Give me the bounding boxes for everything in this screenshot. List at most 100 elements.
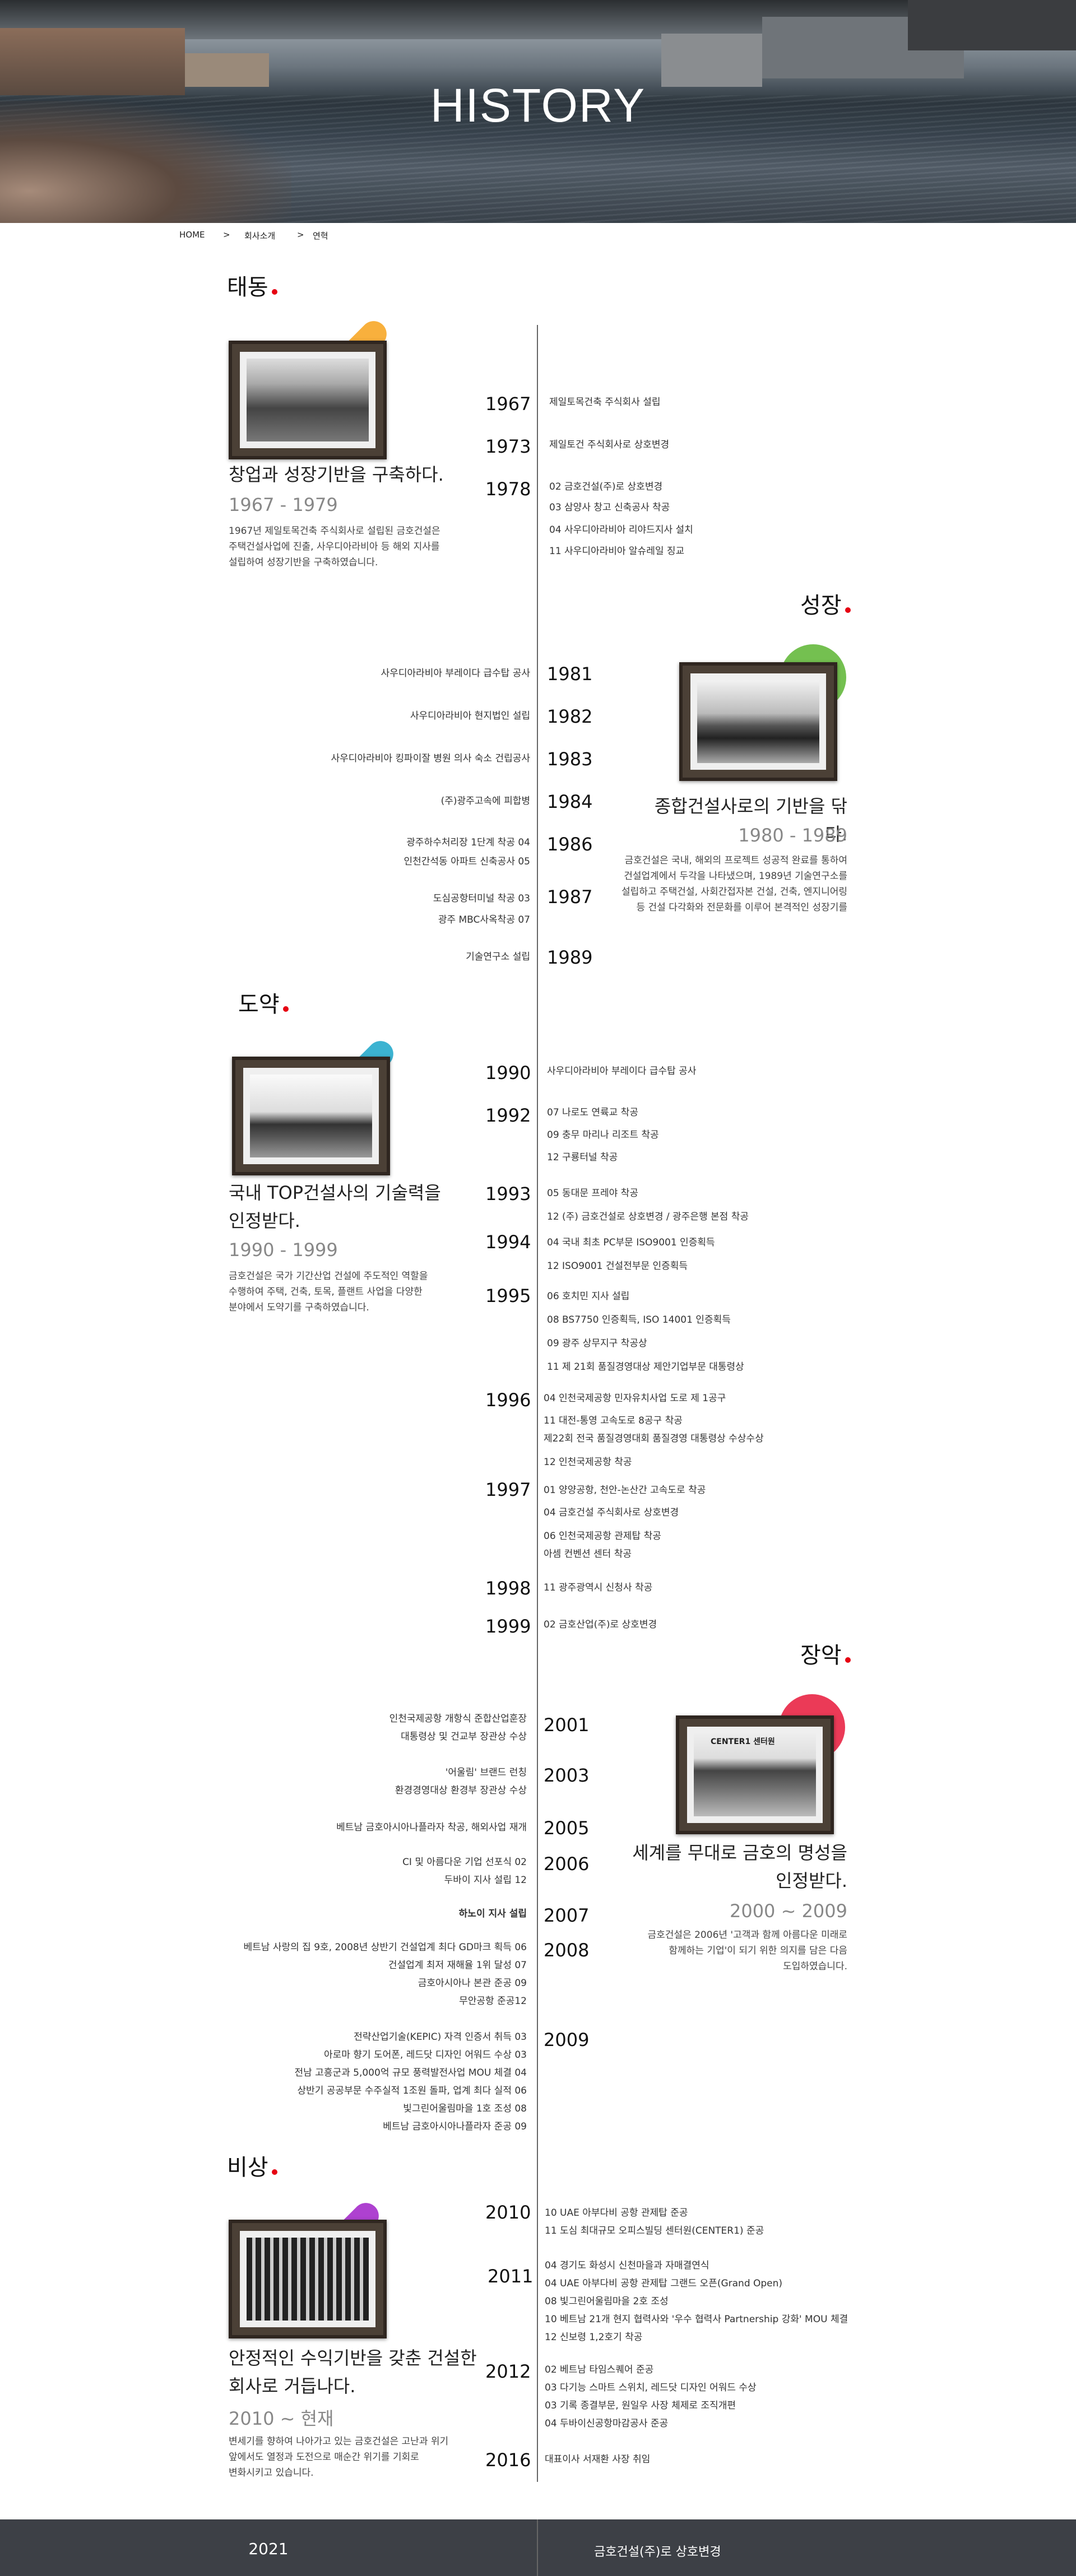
event-item: 09 광주 상무지구 착공상: [547, 1338, 647, 1349]
event-item: 제일토건 주식회사로 상호변경: [549, 439, 670, 450]
event-item: 04 금호건설 주식회사로 상호변경: [544, 1507, 679, 1518]
event-item: (주)광주고속에 피합병: [440, 796, 530, 807]
year-1998: 1998: [485, 1578, 531, 1599]
event-item: 인천국제공항 개항식 준합산업훈장: [389, 1713, 527, 1724]
era-range-2: 1980 - 1989: [738, 825, 847, 846]
event-item: 10 UAE 아부다비 공항 관제탑 준공: [545, 2207, 688, 2219]
year-1989: 1989: [547, 947, 593, 968]
event-item: 환경경영대상 환경부 장관상 수상: [395, 1785, 527, 1796]
event-item: 03 삼양사 창고 신축공사 착공: [549, 502, 670, 513]
event-item: 아로마 향기 도어폰, 레드닷 디자인 어워드 수상 03: [323, 2049, 527, 2061]
timeline-footer: 2021 금호건설(주)로 상호변경: [0, 2519, 1076, 2576]
hero-crowd: [0, 101, 291, 223]
year-1981: 1981: [547, 663, 593, 685]
hero-banner: HISTORY: [0, 0, 1076, 223]
event-item: 04 사우디아라비아 리야드지사 설치: [549, 524, 693, 536]
breadcrumb-history: 연혁: [313, 231, 328, 241]
event-item: 05 동대문 프레야 착공: [547, 1188, 638, 1199]
event-item: 도심공항터미널 착공 03: [433, 893, 530, 904]
era-heading-5: 비상: [227, 2149, 277, 2182]
era-range-5: 2010 ~ 현재: [229, 2408, 334, 2429]
event-item: 12 신보령 1,2호기 착공: [545, 2332, 643, 2343]
event-item: 사우디아라비아 부레이다 급수탑 공사: [381, 668, 530, 679]
event-item: 사우디아라비아 현지법인 설립: [410, 710, 530, 722]
event-item: 02 금호건설(주)로 상호변경: [549, 481, 663, 492]
event-item: 상반기 공공부문 수주실적 1조원 돌파, 업계 최다 실적 06: [297, 2085, 527, 2096]
breadcrumb-about[interactable]: 회사소개: [244, 231, 276, 241]
era-photo-2: [679, 662, 837, 781]
breadcrumb-separator: >: [223, 230, 230, 240]
year-1994: 1994: [485, 1231, 531, 1253]
year-2011: 2011: [488, 2266, 534, 2287]
event-item: 제일토목건축 주식회사 설립: [549, 397, 661, 408]
red-dot-icon: [845, 607, 851, 613]
year-1987: 1987: [547, 886, 593, 908]
red-dot-icon: [282, 1006, 289, 1012]
red-dot-icon: [271, 289, 277, 295]
event-item: 06 호치민 지사 설립: [547, 1291, 630, 1302]
event-item: 12 인천국제공항 착공: [544, 1457, 632, 1468]
era-range-1: 1967 - 1979: [229, 494, 338, 515]
event-item: 02 베트남 타임스퀘어 준공: [545, 2364, 654, 2375]
event-item: 09 충무 마리나 리조트 착공: [547, 1129, 659, 1141]
event-item: 04 국내 최초 PC부문 ISO9001 인증획득: [547, 1237, 715, 1248]
event-item: 11 제 21회 품질경영대상 제안기업부문 대통령상: [547, 1361, 744, 1373]
era-title-2: 종합건설사로의 기반을 닦다.: [654, 796, 847, 845]
event-item: 대통령상 및 건교부 장관상 수상: [401, 1731, 527, 1742]
event-item: 하노이 지사 설립: [458, 1908, 527, 1919]
year-1995: 1995: [485, 1285, 531, 1306]
era-heading-2: 성장: [800, 587, 851, 620]
event-item: 04 인천국제공항 민자유치사업 도로 제 1공구: [544, 1393, 726, 1404]
era-photo-4: CENTER1 센터원: [676, 1715, 834, 1834]
event-item: 제22회 전국 품질경영대회 품질경영 대통령상 수상수상: [544, 1433, 764, 1444]
year-2021: 2021: [248, 2540, 289, 2558]
event-item: 광주 MBC사옥착공 07: [438, 914, 530, 926]
year-2007: 2007: [544, 1905, 590, 1926]
era-photo-1: [229, 341, 387, 459]
year-1967: 1967: [485, 393, 531, 415]
event-item: 03 다기능 스마트 스위치, 레드닷 디자인 어워드 수상: [545, 2382, 757, 2393]
era-title-5: 안정적인 수익기반을 갖춘 건설한 회사로 거듭나다.: [229, 2347, 477, 2397]
timeline-axis-end: [537, 2519, 538, 2576]
year-1990: 1990: [485, 1062, 531, 1084]
event-item: 사우디아라비아 킹파이잘 병원 의사 숙소 건립공사: [331, 753, 530, 764]
year-2001: 2001: [544, 1714, 590, 1736]
photo-caption: CENTER1 센터원: [711, 1737, 775, 1746]
event-item: 10 베트남 21개 현지 협력사와 '우수 협력사 Partnership 강…: [545, 2314, 848, 2325]
event-item: 04 두바이신공항마감공사 준공: [545, 2418, 669, 2429]
year-2008: 2008: [544, 1940, 590, 1961]
event-item: 12 ISO9001 건설전부문 인증획득: [547, 1261, 688, 1272]
event-item: 베트남 금호아시아나플라자 착공, 해외사업 재개: [336, 1822, 527, 1833]
event-item: 12 (주) 금호건설로 상호변경 / 광주은행 본점 착공: [547, 1211, 749, 1222]
event-item: 12 구룡터널 착공: [547, 1152, 618, 1163]
era-desc-4: 금호건설은 2006년 '고객과 함께 아름다운 미래로 함께하는 기업'이 되기…: [647, 1929, 847, 1972]
hero-building: [0, 28, 185, 95]
event-item: 아셈 컨벤션 센터 착공: [544, 1549, 632, 1560]
event-item: 베트남 사랑의 집 9호, 2008년 상반기 건설업계 최다 GD마크 획득 …: [243, 1942, 527, 1953]
breadcrumb-home[interactable]: HOME: [179, 230, 205, 240]
year-1978: 1978: [485, 478, 531, 500]
event-item: 빛그린어울림마을 1호 조성 08: [403, 2103, 527, 2114]
event-item: 두바이 지사 설립 12: [444, 1875, 527, 1886]
event-item: 04 경기도 화성시 신천마을과 자매결연식: [545, 2260, 709, 2271]
event-item: 광주하수처리장 1단계 착공 04: [406, 837, 530, 848]
year-1996: 1996: [485, 1389, 531, 1411]
hero-building: [661, 34, 762, 87]
event-item: 11 광주광역시 신청사 착공: [544, 1582, 653, 1593]
event-item: 금호건설(주)로 상호변경: [594, 2545, 721, 2559]
hero-building: [908, 0, 1076, 50]
year-2010: 2010: [485, 2202, 531, 2223]
event-item: 03 기록 종결부문, 원일우 사장 체제로 조직개편: [545, 2400, 736, 2411]
era-heading-1: 태동: [227, 269, 277, 301]
red-dot-icon: [845, 1657, 851, 1663]
event-item: 04 UAE 아부다비 공항 관제탑 그랜드 오픈(Grand Open): [545, 2278, 783, 2289]
era-title-4: 세계를 무대로 금호의 명성을 인정받다.: [632, 1842, 847, 1891]
red-dot-icon: [271, 2169, 277, 2175]
event-item: 06 인천국제공항 관제탑 착공: [544, 1531, 661, 1542]
event-item: 11 대전-통영 고속도로 8공구 착공: [544, 1415, 683, 1426]
year-1983: 1983: [547, 748, 593, 770]
era-heading-3: 도약: [238, 986, 289, 1019]
event-item: 11 도심 최대규모 오피스빌딩 센터원(CENTER1) 준공: [545, 2225, 764, 2236]
event-item: 07 나로도 연륙교 착공: [547, 1107, 638, 1118]
year-2009: 2009: [544, 2029, 590, 2050]
